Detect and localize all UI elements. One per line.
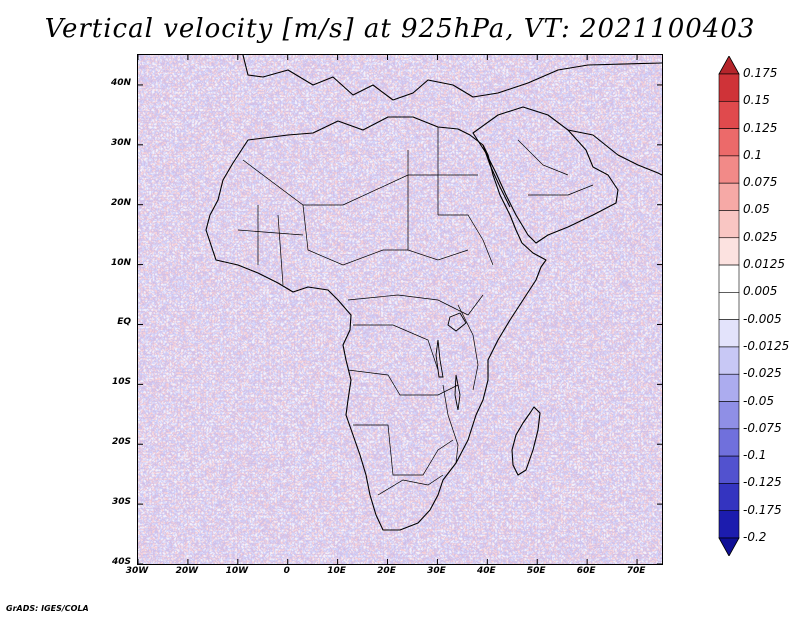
colorbar-tick-label: 0.15 (743, 93, 770, 108)
colorbar-bin (718, 73, 740, 102)
lat-tick-label: EQ (117, 317, 131, 328)
lat-tick-label: 10S (111, 377, 131, 388)
colorbar-tick-label: -0.0125 (743, 338, 790, 353)
grads-credit: GrADS: IGES/COLA (6, 604, 89, 613)
colorbar-tick-label: -0.125 (743, 475, 782, 490)
colorbar-tick-label: -0.05 (743, 393, 775, 408)
lake-victoria (447, 312, 467, 332)
map-gridlines (138, 55, 662, 564)
colorbar-bin (718, 292, 740, 320)
colorbar-tick-label: -0.175 (743, 502, 782, 517)
colorbar-tick-label: -0.1 (743, 448, 767, 463)
colorbar-bin (718, 182, 740, 211)
colorbar-bin (718, 483, 740, 512)
colorbar (718, 56, 740, 556)
map-panel (137, 54, 663, 565)
lat-tick-label: 40N (110, 77, 131, 88)
border-angola-zambia (347, 369, 459, 396)
lon-tick-label: 0 (283, 566, 290, 576)
colorbar-tick-label: 0.1 (743, 147, 763, 162)
colorbar-tick-label: -0.025 (743, 366, 782, 381)
border-arabia (517, 139, 594, 196)
country-borders (237, 127, 594, 496)
lon-tick-label: 20E (377, 566, 396, 576)
lat-tick-label: 40S (111, 557, 131, 567)
border-westafrica (237, 205, 304, 286)
border-congo (353, 324, 439, 371)
border-southafrica (377, 474, 444, 496)
arabia-coastline (472, 106, 619, 244)
lat-tick-label: 30N (110, 137, 131, 148)
lon-tick-label: 10W (225, 566, 249, 576)
lakes (435, 312, 467, 411)
colorbar-bin (718, 428, 740, 457)
lon-tick-label: 30W (125, 566, 149, 576)
colorbar-tick-label: 0.125 (743, 120, 778, 135)
border-sudan-ethiopia (438, 214, 494, 266)
lat-tick-label: 30S (111, 497, 131, 508)
madagascar-coastline (511, 406, 541, 476)
colorbar-bin (718, 455, 740, 484)
colorbar-bottom-arrow (718, 537, 740, 556)
colorbar-tick-label: 0.175 (743, 66, 778, 80)
lon-tick-label: 40E (476, 566, 496, 576)
colorbar-top-arrow (718, 56, 740, 75)
field-blue-speckle (138, 55, 662, 564)
border-namibia-botswana (353, 424, 454, 476)
lon-tick-label: 10E (327, 566, 346, 576)
colorbar-bin (718, 155, 740, 184)
colorbar-bin (718, 510, 740, 539)
border-chad-sudan (407, 175, 469, 261)
colorbar-tick-label: -0.005 (743, 311, 782, 326)
lon-tick-label: 30E (427, 566, 446, 576)
lake-malawi (454, 374, 461, 411)
border-sahara-2 (302, 204, 408, 266)
red-sea-coastline (482, 144, 511, 208)
colorbar-bin (718, 237, 740, 266)
colorbar-tick-label: 0.025 (743, 229, 778, 244)
colorbar-bin (718, 319, 740, 348)
chart-title: Vertical velocity [m/s] at 925hPa, VT: 2… (44, 14, 756, 44)
vertical-velocity-map (138, 55, 662, 564)
colorbar-bin (718, 264, 740, 293)
colorbar-bin (718, 346, 740, 375)
lat-tick-label: 20S (111, 437, 131, 448)
lat-tick-label: 20N (110, 197, 131, 208)
colorbar-bin (718, 210, 740, 239)
colorbar-tick-label: -0.075 (743, 420, 782, 435)
border-central-1 (347, 294, 484, 316)
lake-tanganyika (435, 339, 444, 378)
lon-tick-label: 70E (626, 566, 646, 576)
colorbar-tick-label: -0.2 (743, 530, 767, 544)
colorbar-tick-label: 0.0125 (743, 257, 785, 272)
lon-tick-label: 50E (526, 566, 546, 576)
border-sahara-1 (242, 150, 409, 206)
lat-tick-label: 10N (110, 257, 131, 268)
europe-coastline (242, 55, 662, 101)
lon-tick-label: 60E (576, 566, 596, 576)
colorbar-bin (718, 373, 740, 402)
coastlines (205, 55, 662, 531)
colorbar-bin (718, 401, 740, 430)
colorbar-tick-label: 0.075 (743, 175, 778, 190)
asia-coastline (567, 129, 662, 176)
colorbar-bin (718, 100, 740, 129)
border-mozambique (442, 384, 459, 464)
colorbar-tick-label: 0.05 (743, 202, 770, 217)
lon-tick-label: 20W (175, 566, 199, 576)
border-east (457, 304, 479, 391)
colorbar-tick-label: 0.005 (743, 284, 778, 299)
colorbar-bin (718, 128, 740, 157)
